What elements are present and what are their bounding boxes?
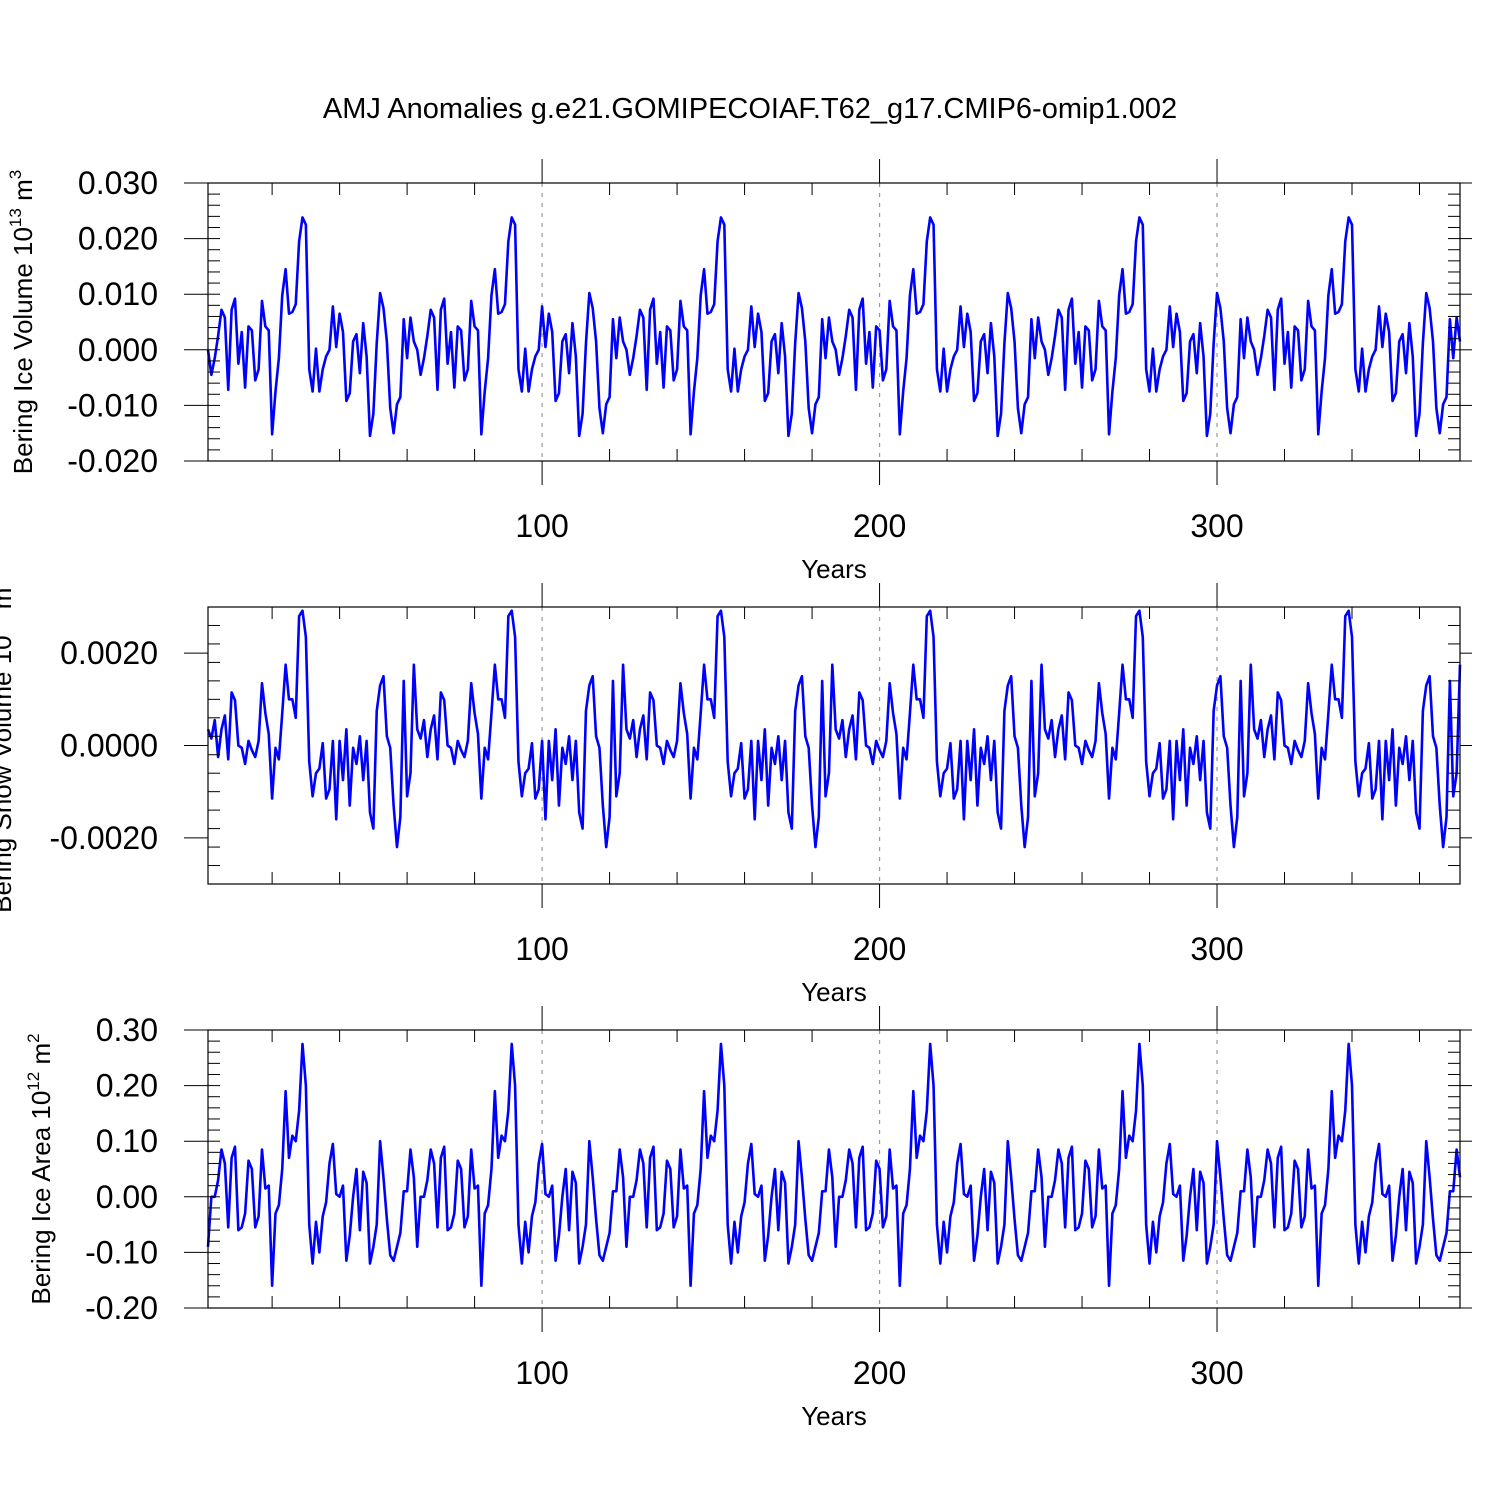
y-axis-label-exponent: 13 <box>0 616 4 635</box>
panel-ice-area: -0.20 -0.10 0.00 0.10 0.20 0.30 100 200 300 Years… <box>24 1006 1472 1431</box>
panel-ice-volume: -0.020 -0.010 0.000 0.010 0.020 0.030 100 200 30… <box>6 159 1472 584</box>
x-tick-label: 200 <box>853 931 906 967</box>
y-tick-label: 0.030 <box>78 165 158 201</box>
y-axis-label-text: Bering Ice Volume 10 <box>8 227 38 474</box>
y-axis-label-unit: m <box>8 179 38 208</box>
y-tick-label: -0.10 <box>85 1234 158 1270</box>
y-tick-label: 0.010 <box>78 276 158 312</box>
y-tick-label: 0.0000 <box>60 728 158 764</box>
y-axis-label-exponent: 13 <box>6 208 25 227</box>
y-axis-label-exponent: 12 <box>24 1072 43 1091</box>
y-axis-label-unit: m <box>26 1043 56 1072</box>
y-tick-label: 0.000 <box>78 332 158 368</box>
x-axis-label: Years <box>801 1401 867 1431</box>
y-tick-label: -0.0020 <box>49 820 158 856</box>
y-tick-label: 0.20 <box>96 1068 158 1104</box>
x-axis-label: Years <box>801 977 867 1007</box>
y-axis-label: Bering Ice Volume 1013 m3 <box>6 170 38 474</box>
x-tick-label: 200 <box>853 1355 906 1391</box>
y-tick-label: 0.0020 <box>60 635 158 671</box>
y-tick-label: 0.10 <box>96 1123 158 1159</box>
y-axis-label: Bering Ice Area 1012 m2 <box>24 1033 56 1304</box>
series-line <box>206 1042 1462 1288</box>
y-axis-label-text: Bering Ice Area 10 <box>26 1091 56 1305</box>
y-tick-label: 0.30 <box>96 1012 158 1048</box>
y-axis-label: Bering Snow Volume 1013 m3 <box>0 578 17 913</box>
y-axis-label-text: Bering Snow Volume 10 <box>0 635 17 913</box>
y-tick-label: -0.010 <box>67 387 158 423</box>
x-tick-label: 300 <box>1190 1355 1243 1391</box>
x-tick-label: 200 <box>853 508 906 544</box>
plot-frame <box>207 1029 1461 1309</box>
y-axis-label-unit-exponent: 3 <box>6 170 25 179</box>
y-tick-label: 0.00 <box>96 1179 158 1215</box>
y-tick-label: -0.020 <box>67 443 158 479</box>
x-tick-label: 100 <box>515 1355 568 1391</box>
x-tick-label: 300 <box>1190 508 1243 544</box>
series-line <box>206 609 1462 849</box>
series-line <box>206 216 1462 438</box>
x-axis-label: Years <box>801 554 867 584</box>
y-axis-label-unit-exponent: 3 <box>0 578 4 587</box>
x-tick-label: 100 <box>515 931 568 967</box>
panel-snow-volume: -0.0020 0.0000 0.0020 100 200 300 Years Bering … <box>0 578 1472 1007</box>
x-tick-label: 100 <box>515 508 568 544</box>
y-axis-label-unit: m <box>0 588 17 617</box>
y-tick-label: 0.020 <box>78 221 158 257</box>
figure-title: AMJ Anomalies g.e21.GOMIPECOIAF.T62_g17.… <box>323 93 1177 125</box>
y-axis-label-unit-exponent: 2 <box>24 1033 43 1042</box>
y-tick-label: -0.20 <box>85 1290 158 1326</box>
x-tick-label: 300 <box>1190 931 1243 967</box>
plot-frame <box>207 182 1461 462</box>
